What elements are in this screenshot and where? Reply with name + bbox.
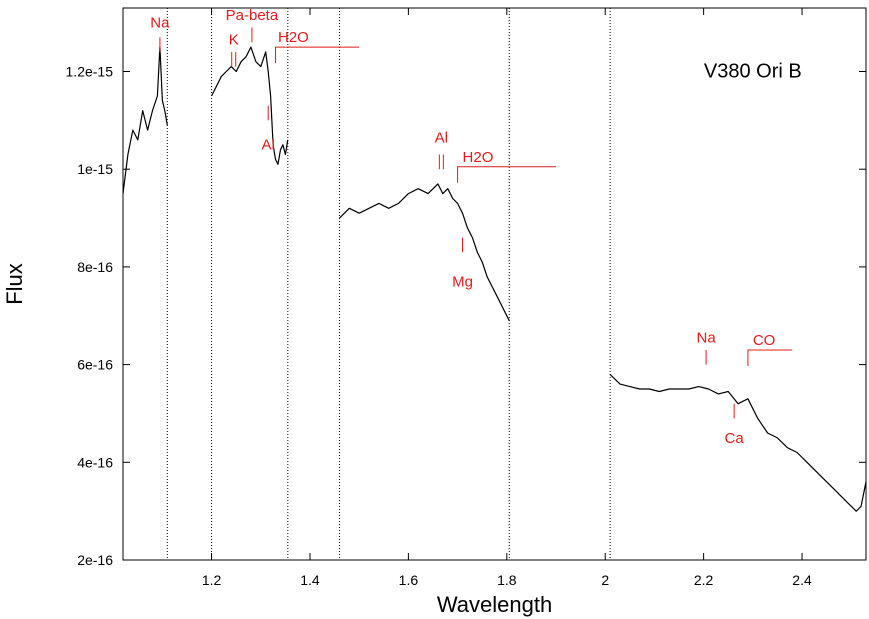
spectrum-segment-3: [609, 373, 867, 512]
annotation-label-3: H2O: [278, 29, 309, 46]
plot-frame: [122, 7, 867, 561]
x-tick-label-1: 1.4: [300, 572, 320, 588]
legend-label: V380 Ori B: [704, 61, 802, 83]
line-annotations: Na K Pa-beta H2O Al Al H2O Mg Na CO Ca: [150, 7, 793, 447]
x-tick-label-2: 1.6: [399, 572, 419, 588]
y-tick-label-2: 6e-16: [77, 357, 113, 373]
x-tick-label-5: 2.2: [694, 572, 714, 588]
spectrum-segment-1: [211, 46, 289, 165]
annotation-label-9: CO: [753, 332, 776, 349]
annotation-label-2: Pa-beta: [226, 7, 279, 24]
spectrum-segment-2: [339, 183, 510, 321]
y-tick-label-3: 8e-16: [77, 259, 113, 275]
x-tick-label-4: 2: [601, 572, 609, 588]
y-axis-title: Flux: [2, 263, 27, 305]
annotation-bracket-6: [457, 166, 557, 183]
annotation-bracket-3: [275, 46, 360, 64]
y-axis-ticks: 2e-16 4e-16 6e-16 8e-16 1e-15 1.2e-15: [66, 64, 866, 568]
annotation-label-0: Na: [150, 15, 170, 32]
spectrum-segment-0: [122, 46, 168, 194]
annotation-bracket-9: [747, 349, 793, 366]
annotation-label-7: Mg: [452, 273, 473, 290]
y-tick-label-5: 1.2e-15: [66, 64, 114, 80]
x-tick-label-0: 1.2: [202, 572, 222, 588]
y-tick-label-0: 2e-16: [77, 552, 113, 568]
y-tick-label-4: 1e-15: [77, 161, 113, 177]
x-axis-title: Wavelength: [437, 592, 552, 617]
annotation-label-8: Na: [696, 330, 716, 347]
annotation-label-4: Al: [261, 137, 274, 154]
annotation-label-6: H2O: [463, 149, 494, 166]
annotation-label-1: K: [229, 32, 239, 49]
spectrum-series: [122, 46, 867, 512]
x-tick-label-3: 1.8: [497, 572, 517, 588]
segment-boundaries: [166, 8, 611, 560]
annotation-label-5: Al: [435, 129, 448, 146]
x-axis-ticks: 1.2 1.4 1.6 1.8 2 2.2 2.4: [202, 8, 812, 588]
y-tick-label-1: 4e-16: [77, 454, 113, 470]
annotation-label-10: Ca: [725, 430, 745, 447]
x-tick-label-6: 2.4: [792, 572, 812, 588]
